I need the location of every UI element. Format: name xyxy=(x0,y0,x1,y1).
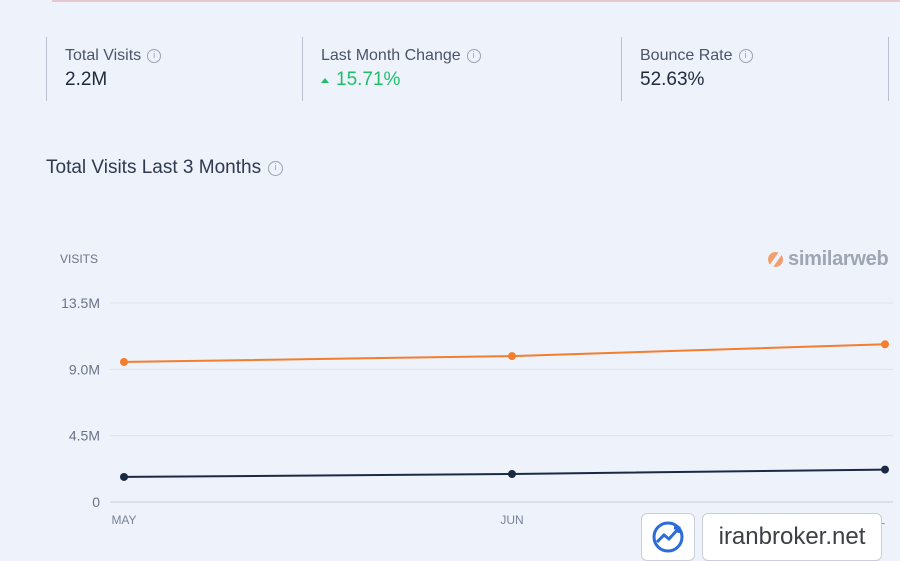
metric-value: 15.71% xyxy=(321,69,611,91)
metric-divider xyxy=(888,37,889,101)
info-icon[interactable]: i xyxy=(466,49,481,63)
metric-last-month-change: Last Month Change i 15.71% xyxy=(302,37,611,101)
info-icon[interactable]: i xyxy=(268,160,284,176)
similarweb-icon xyxy=(768,252,783,267)
similarweb-logo: similarweb xyxy=(768,248,889,271)
metric-label: Bounce Rate xyxy=(640,47,733,64)
data-point xyxy=(508,469,516,478)
series-line-1 xyxy=(123,468,886,478)
data-point xyxy=(508,352,516,361)
x-tick-label: MAY xyxy=(111,513,136,527)
y-tick-label: 4.5M xyxy=(69,428,100,444)
data-point xyxy=(120,357,128,366)
data-point xyxy=(120,472,128,481)
data-point xyxy=(881,340,889,349)
metric-total-visits: Total Visits i 2.2M xyxy=(46,37,295,101)
section-title-text: Total Visits Last 3 Months xyxy=(46,157,262,178)
metric-label: Total Visits xyxy=(65,47,142,64)
info-icon[interactable]: i xyxy=(738,49,753,63)
top-divider xyxy=(52,0,900,2)
y-tick-label: 9.0M xyxy=(69,361,100,377)
data-point xyxy=(881,465,889,474)
y-axis-title: VISITS xyxy=(60,252,98,266)
series-line-0 xyxy=(123,343,886,363)
metric-value: 52.63% xyxy=(640,69,705,90)
x-tick-label: JUN xyxy=(500,513,523,527)
metric-bounce-rate: Bounce Rate i 52.63% xyxy=(621,37,890,101)
info-icon[interactable]: i xyxy=(147,49,162,63)
metric-value: 2.2M xyxy=(65,69,108,90)
metric-label: Last Month Change xyxy=(321,47,461,64)
section-title: Total Visits Last 3 Months i xyxy=(46,157,284,179)
change-value: 15.71% xyxy=(336,69,401,90)
trend-chart-icon xyxy=(652,521,684,553)
y-tick-label: 13.5M xyxy=(61,295,100,311)
watermark-logo xyxy=(641,513,695,561)
brand-name: similarweb xyxy=(788,248,889,270)
y-tick-label: 0 xyxy=(92,494,100,510)
watermark-text: iranbroker.net xyxy=(702,513,882,561)
trend-up-icon xyxy=(321,77,329,83)
